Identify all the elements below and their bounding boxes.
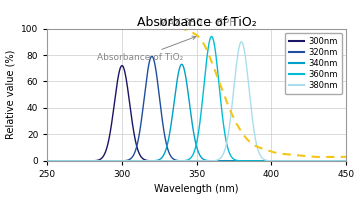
X-axis label: Wavelength (nm): Wavelength (nm) bbox=[154, 184, 239, 194]
Y-axis label: Relative value (%): Relative value (%) bbox=[5, 50, 15, 139]
Title: Absorbance of TiO₂: Absorbance of TiO₂ bbox=[137, 16, 257, 29]
Text: MAX-350 + BPF: MAX-350 + BPF bbox=[159, 18, 235, 28]
Legend: 300nm, 320nm, 340nm, 360nm, 380nm: 300nm, 320nm, 340nm, 360nm, 380nm bbox=[285, 33, 342, 94]
Text: Absorbance of TiO₂: Absorbance of TiO₂ bbox=[96, 36, 196, 62]
